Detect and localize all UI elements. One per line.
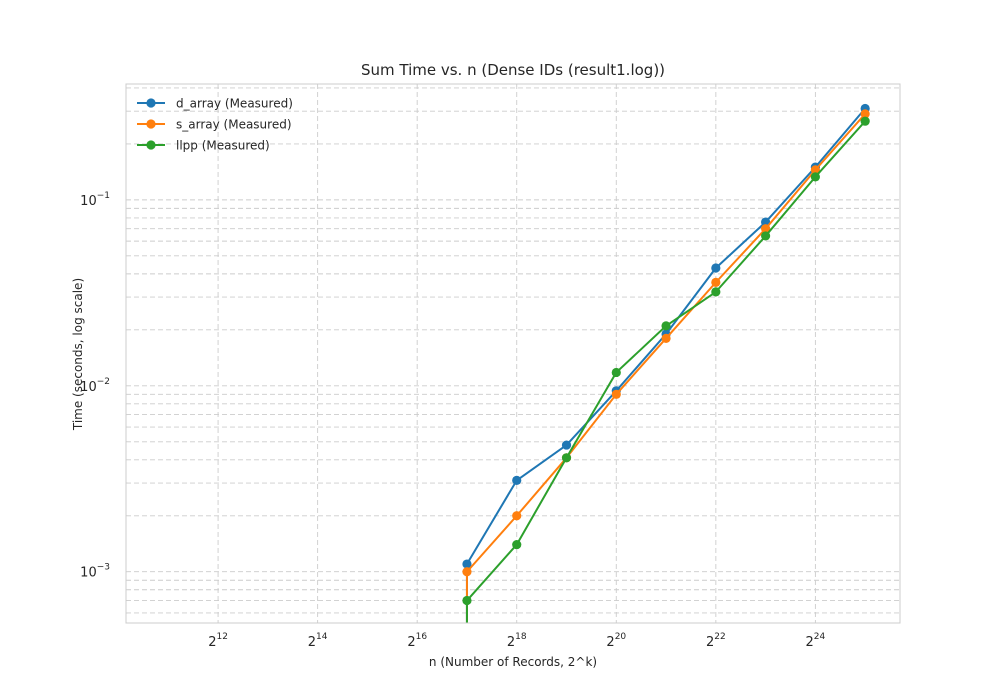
data-point — [512, 475, 522, 485]
legend-marker — [146, 140, 156, 150]
x-tick-label: 218 — [507, 632, 527, 650]
data-point — [761, 224, 771, 234]
legend-item: llpp (Measured) — [137, 139, 270, 153]
data-point — [711, 263, 721, 273]
x-tick-base: 2 — [308, 635, 316, 650]
data-point — [810, 172, 820, 182]
legend: d_array (Measured) s_array (Measured) llpp… — [137, 97, 293, 153]
series-line — [465, 107, 866, 623]
x-tick-exponent: 12 — [216, 632, 227, 642]
legend-item: s_array (Measured) — [137, 118, 292, 132]
x-tick-exponent: 20 — [615, 632, 627, 642]
y-tick-base: 10 — [80, 566, 97, 581]
data-point — [711, 287, 721, 297]
data-point — [761, 217, 771, 227]
legend-item: d_array (Measured) — [137, 97, 293, 111]
y-tick-exponent: −1 — [97, 191, 110, 201]
x-tick-exponent: 16 — [416, 632, 428, 642]
data-point — [512, 539, 522, 550]
data-point — [561, 440, 572, 450]
data-point — [661, 333, 671, 343]
x-tick-exponent: 14 — [316, 632, 328, 642]
chart-title: Sum Time vs. n (Dense IDs (result1.log)) — [361, 61, 665, 79]
series-line — [465, 113, 866, 623]
legend-marker — [146, 98, 156, 108]
x-tick-base: 2 — [407, 635, 415, 650]
y-tick-exponent: −2 — [97, 377, 110, 387]
data-point — [860, 116, 870, 126]
y-tick-exponent: −3 — [97, 563, 110, 573]
x-tick-label: 222 — [706, 632, 726, 650]
y-tick-label: 10−1 — [80, 191, 110, 209]
x-tick-base: 2 — [706, 635, 714, 650]
y-tick-labels: 10−310−210−1 — [80, 191, 110, 581]
y-tick-base: 10 — [80, 194, 97, 209]
plot-background — [126, 84, 900, 623]
data-point — [462, 567, 472, 577]
data-point — [810, 165, 820, 175]
data-point — [860, 109, 870, 119]
data-point — [611, 367, 621, 378]
x-tick-label: 220 — [606, 632, 626, 650]
data-point — [761, 231, 771, 241]
data-point — [512, 511, 522, 521]
x-tick-base: 2 — [806, 635, 814, 650]
y-tick-label: 10−2 — [80, 377, 110, 395]
series-layer — [462, 103, 870, 623]
x-tick-base: 2 — [208, 635, 216, 650]
grid — [126, 84, 900, 623]
y-tick-label: 10−3 — [80, 563, 110, 581]
y-tick-base: 10 — [80, 380, 97, 395]
series-line — [465, 120, 866, 623]
legend-label: s_array (Measured) — [176, 118, 292, 132]
legend-label: d_array (Measured) — [176, 97, 293, 111]
series-2 — [462, 109, 870, 623]
data-point — [711, 277, 721, 287]
x-tick-exponent: 22 — [714, 632, 725, 642]
data-point — [462, 559, 472, 569]
y-axis-label: Time (seconds, log scale) — [71, 278, 85, 431]
data-point — [462, 595, 472, 606]
data-point — [661, 321, 671, 331]
data-point — [561, 453, 572, 463]
x-tick-exponent: 18 — [515, 632, 527, 642]
x-tick-label: 224 — [806, 632, 826, 650]
series-3 — [462, 116, 870, 623]
plot-frame — [125, 83, 901, 624]
x-axis-label: n (Number of Records, 2^k) — [429, 655, 597, 669]
legend-marker — [146, 119, 156, 129]
x-tick-label: 216 — [407, 632, 427, 650]
x-tick-label: 214 — [308, 632, 328, 650]
x-tick-label: 212 — [208, 632, 228, 650]
legend-label: llpp (Measured) — [176, 139, 270, 153]
x-tick-labels: 212 214 216 218 220 222 224 — [208, 632, 825, 650]
data-point — [611, 389, 621, 399]
x-tick-base: 2 — [507, 635, 515, 650]
x-tick-exponent: 24 — [814, 632, 826, 642]
x-tick-base: 2 — [606, 635, 614, 650]
